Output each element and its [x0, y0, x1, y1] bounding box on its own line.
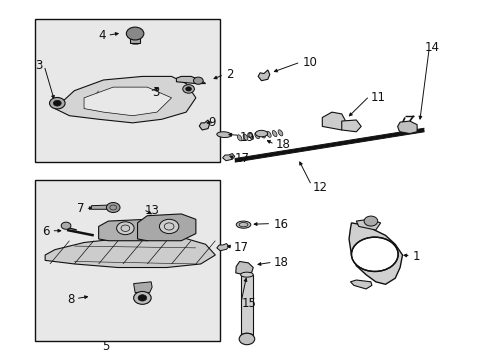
Polygon shape [91, 205, 113, 209]
Circle shape [126, 27, 143, 40]
Ellipse shape [266, 131, 271, 137]
Polygon shape [240, 275, 253, 337]
Text: 5: 5 [102, 339, 109, 352]
Circle shape [49, 98, 65, 109]
Polygon shape [341, 120, 361, 132]
Polygon shape [222, 154, 234, 161]
Ellipse shape [260, 132, 265, 138]
Polygon shape [356, 219, 380, 230]
Text: 17: 17 [234, 152, 249, 165]
Circle shape [351, 237, 397, 271]
Text: 16: 16 [273, 218, 288, 231]
Circle shape [193, 77, 203, 84]
Text: 10: 10 [302, 55, 317, 69]
Polygon shape [258, 70, 269, 81]
Circle shape [239, 333, 254, 345]
Bar [35, 19, 220, 162]
Ellipse shape [237, 135, 242, 141]
Polygon shape [397, 121, 416, 134]
Polygon shape [348, 223, 402, 284]
Text: 1: 1 [411, 250, 419, 263]
Text: 18: 18 [273, 256, 288, 269]
Text: 13: 13 [144, 204, 160, 217]
Text: 11: 11 [370, 91, 385, 104]
Ellipse shape [236, 221, 250, 228]
Ellipse shape [240, 333, 253, 339]
Text: 9: 9 [207, 116, 215, 129]
Text: 3: 3 [35, 59, 42, 72]
Circle shape [364, 216, 377, 226]
Polygon shape [55, 76, 196, 123]
Polygon shape [235, 261, 253, 275]
Ellipse shape [278, 130, 282, 136]
Polygon shape [133, 282, 152, 293]
Circle shape [133, 292, 151, 304]
Bar [35, 180, 220, 341]
Text: 6: 6 [42, 225, 50, 238]
Circle shape [183, 85, 194, 93]
Polygon shape [84, 87, 171, 116]
Circle shape [53, 100, 61, 106]
Text: 7: 7 [77, 202, 84, 215]
Polygon shape [137, 214, 196, 241]
Ellipse shape [216, 132, 231, 138]
Text: 17: 17 [233, 241, 248, 255]
Text: 4: 4 [98, 29, 106, 42]
Polygon shape [216, 244, 228, 251]
Ellipse shape [248, 133, 253, 139]
Polygon shape [199, 120, 209, 130]
Text: 12: 12 [312, 181, 327, 194]
Text: 3: 3 [152, 86, 159, 99]
Polygon shape [350, 280, 371, 289]
Circle shape [61, 222, 71, 229]
Polygon shape [322, 112, 346, 130]
Ellipse shape [243, 134, 247, 140]
Text: 14: 14 [424, 41, 439, 54]
Circle shape [106, 203, 120, 212]
Circle shape [116, 222, 134, 235]
Polygon shape [99, 219, 162, 241]
Circle shape [159, 219, 179, 234]
Text: 8: 8 [67, 293, 74, 306]
Polygon shape [45, 237, 215, 267]
Text: 18: 18 [276, 138, 290, 151]
Ellipse shape [255, 130, 267, 137]
Ellipse shape [272, 131, 276, 137]
Circle shape [138, 295, 146, 301]
Polygon shape [176, 76, 205, 84]
Text: 19: 19 [239, 131, 254, 144]
Circle shape [185, 87, 191, 91]
Text: 2: 2 [225, 68, 233, 81]
Text: 15: 15 [242, 297, 256, 310]
Ellipse shape [254, 132, 259, 139]
Polygon shape [130, 37, 140, 43]
Ellipse shape [240, 272, 253, 277]
